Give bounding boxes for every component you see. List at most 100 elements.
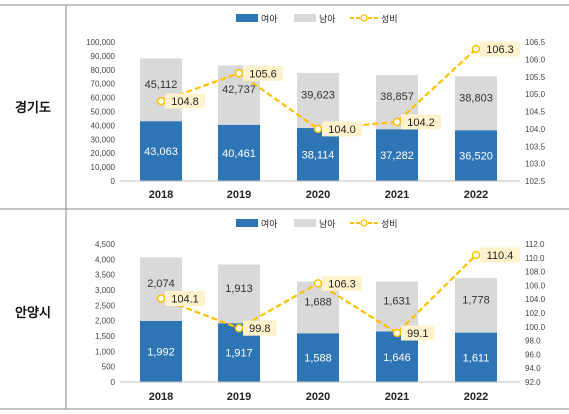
x-tick-label: 2019 (227, 391, 251, 403)
y-left-tick-label: 0 (111, 378, 116, 387)
data-label-girls: 36,520 (459, 151, 493, 163)
data-label-boys: 1,688 (304, 296, 332, 308)
bar-girls (297, 128, 339, 181)
region-label-anyang: 안양시 (15, 305, 51, 320)
data-label-girls: 37,282 (380, 150, 414, 162)
data-label-girls: 40,461 (222, 148, 256, 160)
y-right-tick-label: 105.0 (525, 90, 546, 99)
y-left-tick-label: 0 (111, 177, 116, 186)
y-left-tick-label: 4,000 (95, 255, 116, 264)
bar-boys (140, 257, 182, 321)
bar-boys (218, 264, 260, 324)
ratio-label-box (322, 275, 362, 291)
data-label-boys: 1,631 (383, 296, 411, 308)
y-right-tick-label: 98.0 (525, 337, 541, 346)
ratio-point (156, 96, 166, 106)
ratio-label-box (322, 121, 362, 137)
ratio-point (234, 323, 244, 333)
y-left-tick-label: 30,000 (91, 135, 116, 144)
legend-label-ratio: 성비 (381, 219, 398, 229)
y-left-tick-label: 10,000 (91, 163, 116, 172)
data-label-girls: 38,114 (302, 150, 335, 162)
y-right-tick-label: 112.0 (525, 240, 545, 249)
y-left-tick-label: 70,000 (91, 80, 116, 89)
legend-label-girls: 여아 (261, 13, 278, 24)
bar-girls (140, 320, 182, 382)
ratio-label-box (165, 93, 205, 109)
legend-marker-ratio (360, 14, 368, 22)
ratio-point (471, 250, 481, 260)
y-right-tick-label: 96.0 (525, 350, 541, 359)
bar-boys (376, 281, 418, 332)
x-tick-label: 2019 (227, 189, 251, 201)
legend-swatch-boys (294, 219, 316, 227)
x-tick-label: 2018 (149, 391, 173, 403)
y-right-tick-label: 94.0 (525, 364, 541, 373)
data-label-ratio: 106.3 (486, 44, 514, 56)
y-right-tick-label: 110.0 (525, 254, 545, 263)
data-label-ratio: 104.1 (171, 294, 199, 306)
legend-label-ratio: 성비 (381, 14, 398, 24)
bar-boys (455, 278, 497, 333)
legend-label-girls: 여아 (261, 218, 278, 229)
x-tick-label: 2021 (385, 391, 409, 403)
data-label-girls: 1,588 (304, 353, 332, 365)
region-label-gyeonggi: 경기도 (15, 100, 51, 115)
legend: 여아 남아 성비 (236, 218, 398, 229)
data-label-boys: 38,857 (380, 91, 414, 103)
y-left-tick-label: 1,500 (95, 332, 116, 341)
y-right-tick-label: 103.0 (525, 160, 546, 169)
legend-label-boys: 남아 (319, 219, 336, 229)
bar-boys (455, 76, 497, 131)
ratio-point (313, 124, 323, 134)
y-right-tick-label: 92.0 (525, 378, 541, 387)
y-left-tick-label: 1,000 (95, 347, 116, 356)
data-label-boys: 1,913 (225, 283, 253, 295)
ratio-point (471, 44, 481, 54)
y-left-tick-label: 500 (102, 363, 116, 372)
y-right-tick-label: 106.5 (525, 38, 546, 47)
y-right-tick-label: 100.0 (525, 323, 546, 332)
data-label-ratio: 106.3 (328, 278, 356, 290)
chart-panel-anyang: 여아 남아 성비 4,500 4,000 3,500 3,000 2,500 2,000 1,50… (95, 218, 546, 403)
ratio-label-box (401, 114, 441, 130)
chart-panel-gyeonggi: 여아 남아 성비 100,000 90,000 80,000 70,000 60,000 50,… (86, 13, 545, 201)
data-label-boys: 1,778 (462, 294, 490, 306)
y-left-tick-label: 50,000 (91, 108, 116, 117)
y-right-tick-label: 102.0 (525, 309, 546, 318)
x-tick-label: 2020 (306, 391, 330, 403)
ratio-point (313, 279, 323, 288)
y-left-tick-label: 4,500 (95, 240, 116, 249)
data-label-ratio: 110.4 (487, 250, 514, 262)
y-right-tick-label: 102.5 (525, 177, 546, 186)
bar-girls (140, 121, 182, 181)
data-label-girls: 1,646 (383, 352, 411, 364)
ratio-label-box (243, 65, 283, 81)
y-right-tick-label: 106.0 (525, 281, 546, 290)
data-label-ratio: 104.2 (407, 117, 435, 129)
y-left-tick-label: 20,000 (91, 149, 116, 158)
x-tick-label: 2022 (464, 391, 488, 403)
y-right-tick-label: 106.0 (525, 55, 546, 64)
data-label-boys: 2,074 (147, 278, 175, 290)
x-tick-label: 2022 (464, 189, 488, 201)
bar-boys (140, 58, 182, 122)
legend-swatch-girls (236, 219, 258, 227)
data-label-ratio: 105.6 (249, 68, 277, 80)
data-label-boys: 42,737 (222, 84, 256, 96)
x-tick-label: 2018 (149, 189, 173, 201)
ratio-label-box (480, 41, 520, 57)
y-left-tick-label: 80,000 (91, 66, 116, 75)
ratio-point (392, 117, 402, 127)
ratio-line (160, 48, 477, 131)
data-label-boys: 39,623 (301, 89, 335, 101)
data-label-ratio: 99.1 (407, 328, 428, 340)
data-label-boys: 45,112 (145, 79, 178, 91)
y-left-tick-label: 60,000 (91, 94, 116, 103)
ratio-point (234, 69, 244, 78)
y-right-tick-label: 104.0 (525, 125, 546, 134)
x-tick-label: 2021 (385, 189, 409, 201)
y-left-tick-label: 2,000 (95, 317, 116, 326)
y-right-tick-label: 104.0 (525, 295, 546, 304)
data-label-ratio: 99.8 (249, 323, 270, 335)
